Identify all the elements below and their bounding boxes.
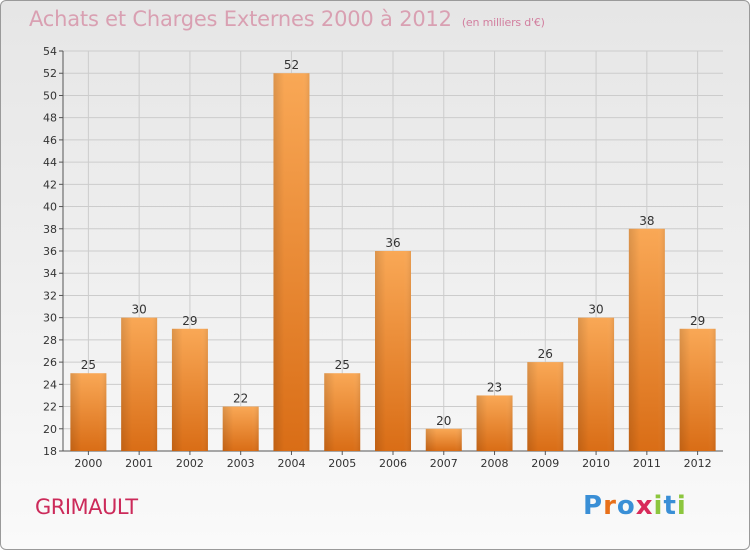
x-tick-label: 2006 bbox=[379, 457, 407, 470]
chart-title-text: Achats et Charges Externes 2000 à 2012 bbox=[29, 7, 452, 31]
bar-shade bbox=[324, 373, 361, 451]
bar-shade bbox=[222, 406, 259, 451]
x-tick-label: 2010 bbox=[582, 457, 610, 470]
data-label: 25 bbox=[81, 358, 96, 372]
bar-shade bbox=[476, 395, 513, 451]
data-label: 30 bbox=[588, 303, 603, 317]
y-tick-label: 26 bbox=[43, 356, 57, 369]
y-tick-label: 54 bbox=[43, 45, 57, 58]
y-tick-label: 46 bbox=[43, 134, 57, 147]
bar-shade bbox=[273, 73, 310, 451]
bar-shade bbox=[527, 362, 564, 451]
y-tick-label: 28 bbox=[43, 334, 57, 347]
x-tick-label: 2005 bbox=[328, 457, 356, 470]
commune-name: GRIMAULT bbox=[35, 495, 138, 519]
bar-shade bbox=[121, 317, 158, 451]
data-label: 29 bbox=[690, 314, 705, 328]
y-tick-label: 32 bbox=[43, 289, 57, 302]
x-tick-label: 2001 bbox=[125, 457, 153, 470]
x-tick-label: 2007 bbox=[430, 457, 458, 470]
bars bbox=[70, 73, 716, 451]
x-tick-label: 2000 bbox=[74, 457, 102, 470]
data-label: 20 bbox=[436, 414, 451, 428]
y-tick-label: 30 bbox=[43, 312, 57, 325]
y-tick-label: 44 bbox=[43, 156, 57, 169]
data-label: 52 bbox=[284, 58, 299, 72]
proxiti-logo: Proxiti bbox=[583, 491, 687, 521]
data-label: 29 bbox=[182, 314, 197, 328]
x-tick-label: 2011 bbox=[633, 457, 661, 470]
data-label: 26 bbox=[538, 347, 553, 361]
y-tick-label: 20 bbox=[43, 423, 57, 436]
bar-shade bbox=[425, 428, 462, 451]
bar-shade bbox=[679, 328, 716, 451]
chart-title: Achats et Charges Externes 2000 à 2012 (e… bbox=[29, 7, 545, 31]
data-label: 38 bbox=[639, 214, 654, 228]
y-tick-label: 50 bbox=[43, 89, 57, 102]
bar-shade bbox=[628, 228, 665, 451]
x-tick-label: 2009 bbox=[531, 457, 559, 470]
data-label: 36 bbox=[385, 236, 400, 250]
y-tick-label: 24 bbox=[43, 378, 57, 391]
data-label: 30 bbox=[132, 303, 147, 317]
bar-shade bbox=[70, 373, 107, 451]
y-tick-label: 42 bbox=[43, 178, 57, 191]
x-tick-label: 2012 bbox=[684, 457, 712, 470]
y-tick-label: 22 bbox=[43, 401, 57, 414]
data-labels: 25 30 29 22 52 25 36 20 23 26 30 38 29 bbox=[81, 58, 706, 428]
chart-subtitle: (en milliers d'€) bbox=[461, 16, 545, 29]
x-tick-label: 2002 bbox=[176, 457, 204, 470]
y-tick-label: 38 bbox=[43, 223, 57, 236]
y-tick-label: 40 bbox=[43, 201, 57, 214]
x-tick-label: 2004 bbox=[277, 457, 305, 470]
bar-shade bbox=[578, 317, 615, 451]
x-tick-label: 2008 bbox=[481, 457, 509, 470]
data-label: 22 bbox=[233, 392, 248, 406]
bar-shade bbox=[171, 328, 208, 451]
y-tick-label: 48 bbox=[43, 112, 57, 125]
x-tick-label: 2003 bbox=[227, 457, 255, 470]
data-label: 25 bbox=[335, 358, 350, 372]
bar-shade bbox=[375, 251, 411, 451]
y-tick-label: 52 bbox=[43, 67, 57, 80]
y-tick-label: 18 bbox=[43, 445, 57, 458]
data-label: 23 bbox=[487, 380, 502, 394]
y-tick-label: 34 bbox=[43, 267, 57, 280]
y-tick-label: 36 bbox=[43, 245, 57, 258]
